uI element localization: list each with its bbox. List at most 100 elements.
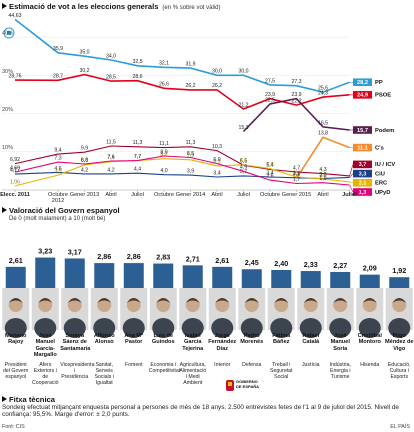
person-name: Íñigo Méndez de Vigo [384,333,414,352]
person-role: Agricultura, Alimentació i Medi Ambient [179,362,207,386]
portrait-body [299,318,322,338]
data-label: 7,6 [107,154,114,160]
data-label: 2,83 [156,252,170,261]
portrait-hair [126,298,141,303]
x-tick-label: Gener 2013 [69,192,100,198]
person-role: Afers Exteriors i de Cooperació [31,362,59,386]
data-label: 3,4 [293,170,300,176]
data-label: 6,92 [10,157,20,163]
person-name: Soraya Sáenz de Santamaría [60,333,91,352]
person-name: Alfonso Alonso [93,333,115,346]
legend-badge [353,188,372,196]
person-name: José Manuel García-Margallo [33,333,57,359]
data-label: 16,5 [318,120,328,126]
portrait-hair [67,298,82,303]
portrait-hair [215,298,230,303]
data-label: 3,1 [293,172,300,178]
person-role: Treball i Seguretat Social [270,362,293,380]
legend-value: 2,1 [359,181,367,187]
data-label: 26,2 [185,83,195,89]
portrait-hair [185,298,200,303]
data-label: 26,2 [212,83,222,89]
data-label: 2,45 [245,258,259,267]
data-label: 9,9 [81,146,88,152]
data-label: 3,17 [68,247,82,256]
data-label: 3,4 [266,170,273,176]
legend-badge [353,179,372,187]
person-name: José Manuel Soria [330,333,350,352]
data-label: 2,86 [127,252,141,261]
person-role: Indústria, Energia i Turisme [329,362,351,380]
legend-label: PP [375,80,383,86]
portrait-hair [156,298,171,303]
data-label: 22,5 [265,97,275,103]
legend-badge [353,78,372,87]
data-label: 34,0 [106,53,116,59]
x-tick-label: Juliol [237,192,250,198]
source: Font: CIS [2,424,25,430]
x-tick-label: Abril [105,192,117,198]
portrait-head [38,298,53,312]
chart-subtitle: (en % sobre vot vàlid) [162,5,221,11]
portrait-body [122,318,145,338]
portrait [2,288,30,338]
data-label: 3,9 [187,168,194,174]
data-label: 11,3 [133,140,143,146]
data-label: 3,2 [293,171,300,177]
y-tick-label: 30% [2,69,13,75]
legend-label: ERC [375,181,388,187]
person-name: Isabel García Tejerina [182,333,204,352]
portrait-head [97,298,112,312]
legend-label: PSOE [375,93,391,99]
legend-badge [353,91,372,99]
portrait [90,288,118,338]
portrait-hair [303,298,318,303]
footer-text: Sondeig efectuat mitjançant enquesta per… [2,404,399,419]
data-label: 2,86 [97,252,111,261]
data-label: 1,06 [10,179,20,185]
portrait-hair [244,298,259,303]
portrait-body [329,318,352,338]
data-label: 13,8 [318,131,328,137]
data-label: 2,9 [319,172,326,178]
data-label: 31,9 [185,61,195,67]
data-label: 2,33 [304,260,318,269]
data-label: 28,5 [106,74,116,80]
data-label: 24,3 [318,90,328,96]
line-series [14,73,350,110]
portrait [326,288,354,338]
person-name: Fátima Báñez [272,333,291,346]
line-series [242,97,350,133]
x-tick-label: Octubre [260,192,280,198]
logo [226,380,234,391]
person-role: Economia i Competitivitat [148,362,181,374]
chart-title: Estimació de vot a les eleccions general… [9,2,220,11]
x-tick-label: Abril [211,192,223,198]
portrait-head [8,298,23,312]
data-label: 8,9 [160,149,167,155]
portrait-body [270,318,293,338]
legend-label: Podem [375,128,394,134]
data-label: 7,7 [134,154,141,160]
data-label: 26,6 [159,82,169,88]
portrait-head [244,298,259,312]
data-label: 28,6 [132,74,142,80]
portrait [61,288,89,338]
portrait [238,288,266,338]
portrait-head [274,298,289,312]
portrait [385,288,413,338]
x-tick-label: Juliol [342,192,357,198]
data-label: 3,9 [54,168,61,174]
portrait-body [34,318,57,338]
line-series [14,158,350,187]
portrait [149,288,177,338]
data-label: 6,5 [240,159,247,165]
legend-value: 1,3 [359,190,367,196]
line-series [295,136,350,179]
data-label: 3,23 [38,246,52,255]
data-label: 9,4 [54,147,61,153]
portrait [356,288,384,338]
data-label: 4,69 [10,165,20,171]
person-role: Justícia [301,362,320,368]
data-label: 30,2 [79,68,89,74]
